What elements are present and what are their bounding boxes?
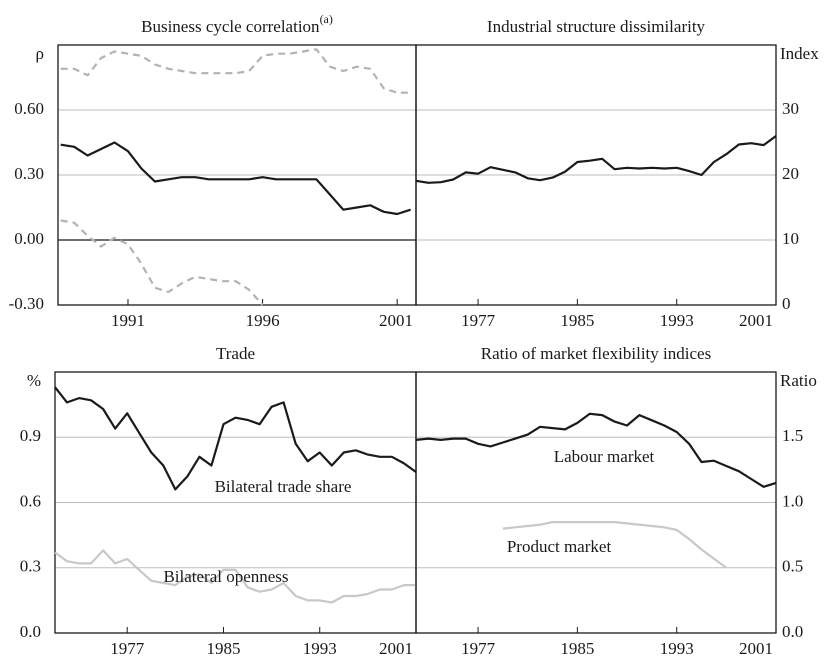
y-tick-label: 0.3: [20, 557, 41, 576]
title-text: Business cycle correlation: [141, 17, 320, 36]
y-axis-label: %: [27, 371, 41, 390]
line-series: [415, 412, 777, 488]
panel-title: Industrial structure dissimilarity: [487, 17, 706, 36]
y-tick-label: 0.30: [14, 164, 44, 183]
panel-frame: [415, 44, 777, 306]
y-tick-label: 0.6: [20, 491, 41, 510]
x-tick-label: 1977: [110, 639, 145, 658]
x-tick-label: 2001: [379, 639, 413, 658]
y-axis-label: Ratio: [780, 371, 817, 390]
x-tick-label: 1993: [660, 639, 694, 658]
title-text: Industrial structure dissimilarity: [487, 17, 706, 36]
x-tick-label: 1985: [560, 639, 594, 658]
y-tick-label: 0.5: [782, 557, 803, 576]
series-label: Bilateral openness: [163, 567, 288, 586]
x-tick-label: 1993: [303, 639, 337, 658]
y-tick-label: 1.5: [782, 426, 803, 445]
x-tick-label: 2001: [379, 311, 413, 330]
y-tick-label: 0.0: [20, 622, 41, 641]
y-tick-label: 20: [782, 164, 799, 183]
y-tick-label: 0.00: [14, 229, 44, 248]
series-label: Bilateral trade share: [215, 477, 352, 496]
line-series: [60, 48, 411, 94]
y-axis-label: ρ: [36, 44, 44, 63]
y-tick-label: -0.30: [9, 294, 44, 313]
y-tick-label: 0.9: [20, 426, 41, 445]
series-label: Labour market: [554, 447, 655, 466]
line-series: [502, 521, 727, 569]
y-tick-label: 0: [782, 294, 791, 313]
title-superscript: (a): [320, 12, 333, 26]
line-series: [60, 219, 264, 306]
panel-title: Business cycle correlation(a): [141, 12, 333, 36]
panel-title: Ratio of market flexibility indices: [481, 344, 711, 363]
y-tick-label: 30: [782, 99, 799, 118]
x-tick-label: 1985: [560, 311, 594, 330]
line-series: [60, 141, 411, 216]
line-series: [415, 135, 777, 184]
panel-frame: [415, 371, 777, 634]
x-tick-label: 2001: [739, 311, 773, 330]
y-tick-label: 0.60: [14, 99, 44, 118]
line-series: [54, 549, 416, 604]
title-text: Trade: [216, 344, 255, 363]
title-text: Ratio of market flexibility indices: [481, 344, 711, 363]
x-tick-label: 2001: [739, 639, 773, 658]
panel-title: Trade: [216, 344, 255, 363]
y-tick-label: 1.0: [782, 491, 803, 510]
x-tick-label: 1977: [461, 311, 496, 330]
x-tick-label: 1977: [461, 639, 496, 658]
y-tick-label: 0.0: [782, 622, 803, 641]
y-axis-label: Index: [780, 44, 819, 63]
x-tick-label: 1993: [660, 311, 694, 330]
x-tick-label: 1996: [246, 311, 280, 330]
x-tick-label: 1985: [206, 639, 240, 658]
line-series: [54, 386, 417, 491]
y-tick-label: 10: [782, 229, 799, 248]
series-label: Product market: [507, 537, 612, 556]
x-tick-label: 1991: [111, 311, 145, 330]
